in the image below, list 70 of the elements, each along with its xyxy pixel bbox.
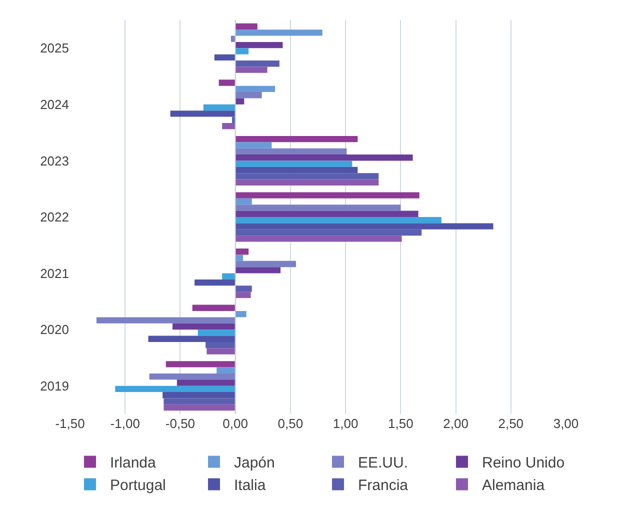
bar [235,148,347,155]
y-tick-label: 2024 [40,96,69,112]
y-tick-label: 2025 [40,40,69,56]
bar [235,160,352,167]
bar [235,179,379,186]
bar [222,273,236,280]
x-tick-label: 2,00 [443,416,468,431]
bar [176,380,236,386]
bar [235,286,252,292]
bar [235,142,272,148]
bar [149,373,236,380]
bar [216,367,236,374]
bar [198,330,236,336]
y-tick-label: 2020 [40,322,69,338]
bar [96,317,236,324]
y-tick-label: 2019 [40,378,69,394]
x-tick-label: 1,50 [388,416,414,431]
bar [235,66,268,73]
legend-label: Japón [234,454,275,472]
bar [235,23,258,30]
legend-label: Francia [358,477,409,494]
x-tick-label: 0,50 [278,416,304,431]
bar [235,42,283,48]
x-tick-label: -0,50 [165,416,196,431]
bar [235,48,249,54]
bar [235,154,413,161]
bar [172,323,236,330]
legend-label: Reino Unido [482,454,565,472]
bar [235,217,442,224]
bar [115,386,236,392]
bar [166,361,236,368]
bar [235,98,244,104]
bar [235,198,252,205]
x-tick-label: 2,50 [498,416,524,431]
bar [218,80,236,86]
bar [192,304,236,311]
legend-label: Alemania [482,477,546,494]
bar [235,30,322,36]
bar [235,86,276,92]
bar [203,104,236,111]
bar [235,210,418,217]
legend-label: Irlanda [110,454,157,472]
y-tick-label: 2021 [40,266,69,281]
x-tick-label: 1,00 [332,416,358,431]
y-tick-label: 2022 [40,210,69,225]
bar [235,311,246,318]
bar [235,267,281,274]
bar [235,236,402,242]
x-tick-label: -1,50 [55,416,85,431]
bar [222,123,236,130]
bar [235,60,280,67]
bar [164,404,236,411]
y-tick-label: 2023 [40,153,69,168]
bar [235,92,262,98]
legend-label: EE.UU. [358,454,408,472]
bar [235,192,420,198]
legend-label: Portugal [110,477,166,494]
bar [206,348,236,354]
bar [214,54,236,61]
x-tick-label: -1,00 [110,416,140,431]
x-tick-label: 0,00 [222,416,248,431]
bar [235,254,244,261]
bar [235,136,358,142]
bar [235,260,296,268]
x-tick-label: 3,00 [553,416,579,431]
legend-label: Italia [234,477,266,494]
bar [235,248,249,255]
bar [194,279,236,286]
bar [235,292,251,298]
bar [235,204,401,211]
